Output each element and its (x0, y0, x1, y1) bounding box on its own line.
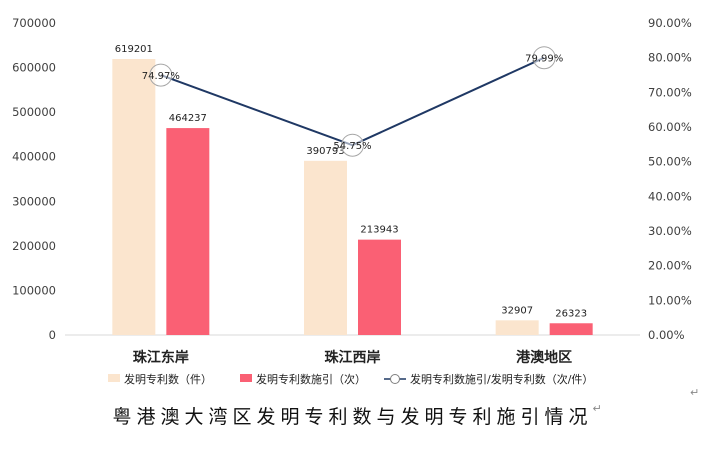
line-data-label: 54.75% (333, 141, 371, 152)
y-left-tick-label: 0 (49, 328, 56, 342)
bar-series-2 (358, 239, 401, 335)
y-left-tick-label: 200000 (12, 239, 56, 253)
line-data-label: 79.99% (525, 54, 563, 65)
legend-label: 发明专利数施引（次） (256, 372, 366, 386)
bar-series-1 (304, 160, 347, 335)
x-tick-label: 珠江东岸 (133, 349, 189, 366)
paragraph-mark: ↵ (690, 386, 700, 399)
y-right-tick-label: 0.00% (648, 328, 685, 342)
legend-swatch (240, 374, 252, 382)
bar-series-2 (549, 323, 593, 335)
y-right-tick-label: 70.00% (648, 85, 692, 99)
line-point-marker (149, 63, 173, 87)
legend-label: 发明专利数施引/发明专利数（次/件） (410, 372, 593, 386)
chart-svg: 0 100000 200000 300000 400000 500000 600000 700… (12, 16, 692, 386)
y-right-tick-label: 60.00% (648, 120, 692, 134)
y-left-tick-label: 600000 (12, 61, 56, 75)
bar-data-label: 390793 (306, 146, 344, 157)
y-left-tick-label: 500000 (12, 105, 56, 119)
bar-data-label: 464237 (169, 113, 207, 124)
y-left-tick-label: 100000 (12, 283, 56, 297)
line-data-label: 74.97% (142, 71, 180, 82)
y-right-tick-label: 30.00% (648, 224, 692, 238)
bar-data-label: 213943 (360, 225, 398, 236)
y-right-tick-label: 40.00% (648, 189, 692, 203)
bar-series-2 (166, 128, 210, 335)
line-point-marker (341, 133, 364, 157)
caption-return-mark: ↵ (592, 402, 607, 415)
caption-text: 粤港澳大湾区发明专利数与发明专利施引情况 (112, 406, 593, 428)
legend-marker (390, 374, 400, 384)
y-left-tick-label: 700000 (12, 16, 56, 30)
y-right-tick-label: 10.00% (648, 293, 692, 307)
line-point-marker (532, 46, 556, 70)
y-left-tick-label: 400000 (12, 150, 56, 164)
legend-label: 发明专利数（件） (124, 372, 212, 386)
bar-data-label: 26323 (555, 308, 587, 319)
bar-data-label: 32907 (501, 305, 533, 316)
bar-series-1 (495, 320, 539, 335)
y-right-tick-label: 90.00% (648, 16, 692, 30)
chart-caption: 粤港澳大湾区发明专利数与发明专利施引情况 ↵ (0, 402, 705, 429)
legend-swatch (108, 374, 120, 382)
y-right-tick-label: 80.00% (648, 51, 692, 65)
bar-series-1 (112, 59, 156, 335)
y-left-tick-label: 300000 (12, 194, 56, 208)
line-series (160, 56, 545, 147)
bar-data-label: 619201 (115, 44, 153, 55)
y-right-tick-label: 50.00% (648, 155, 692, 169)
y-right-tick-label: 20.00% (648, 259, 692, 273)
x-tick-label: 港澳地区 (516, 349, 572, 366)
x-tick-label: 珠江西岸 (325, 349, 381, 366)
